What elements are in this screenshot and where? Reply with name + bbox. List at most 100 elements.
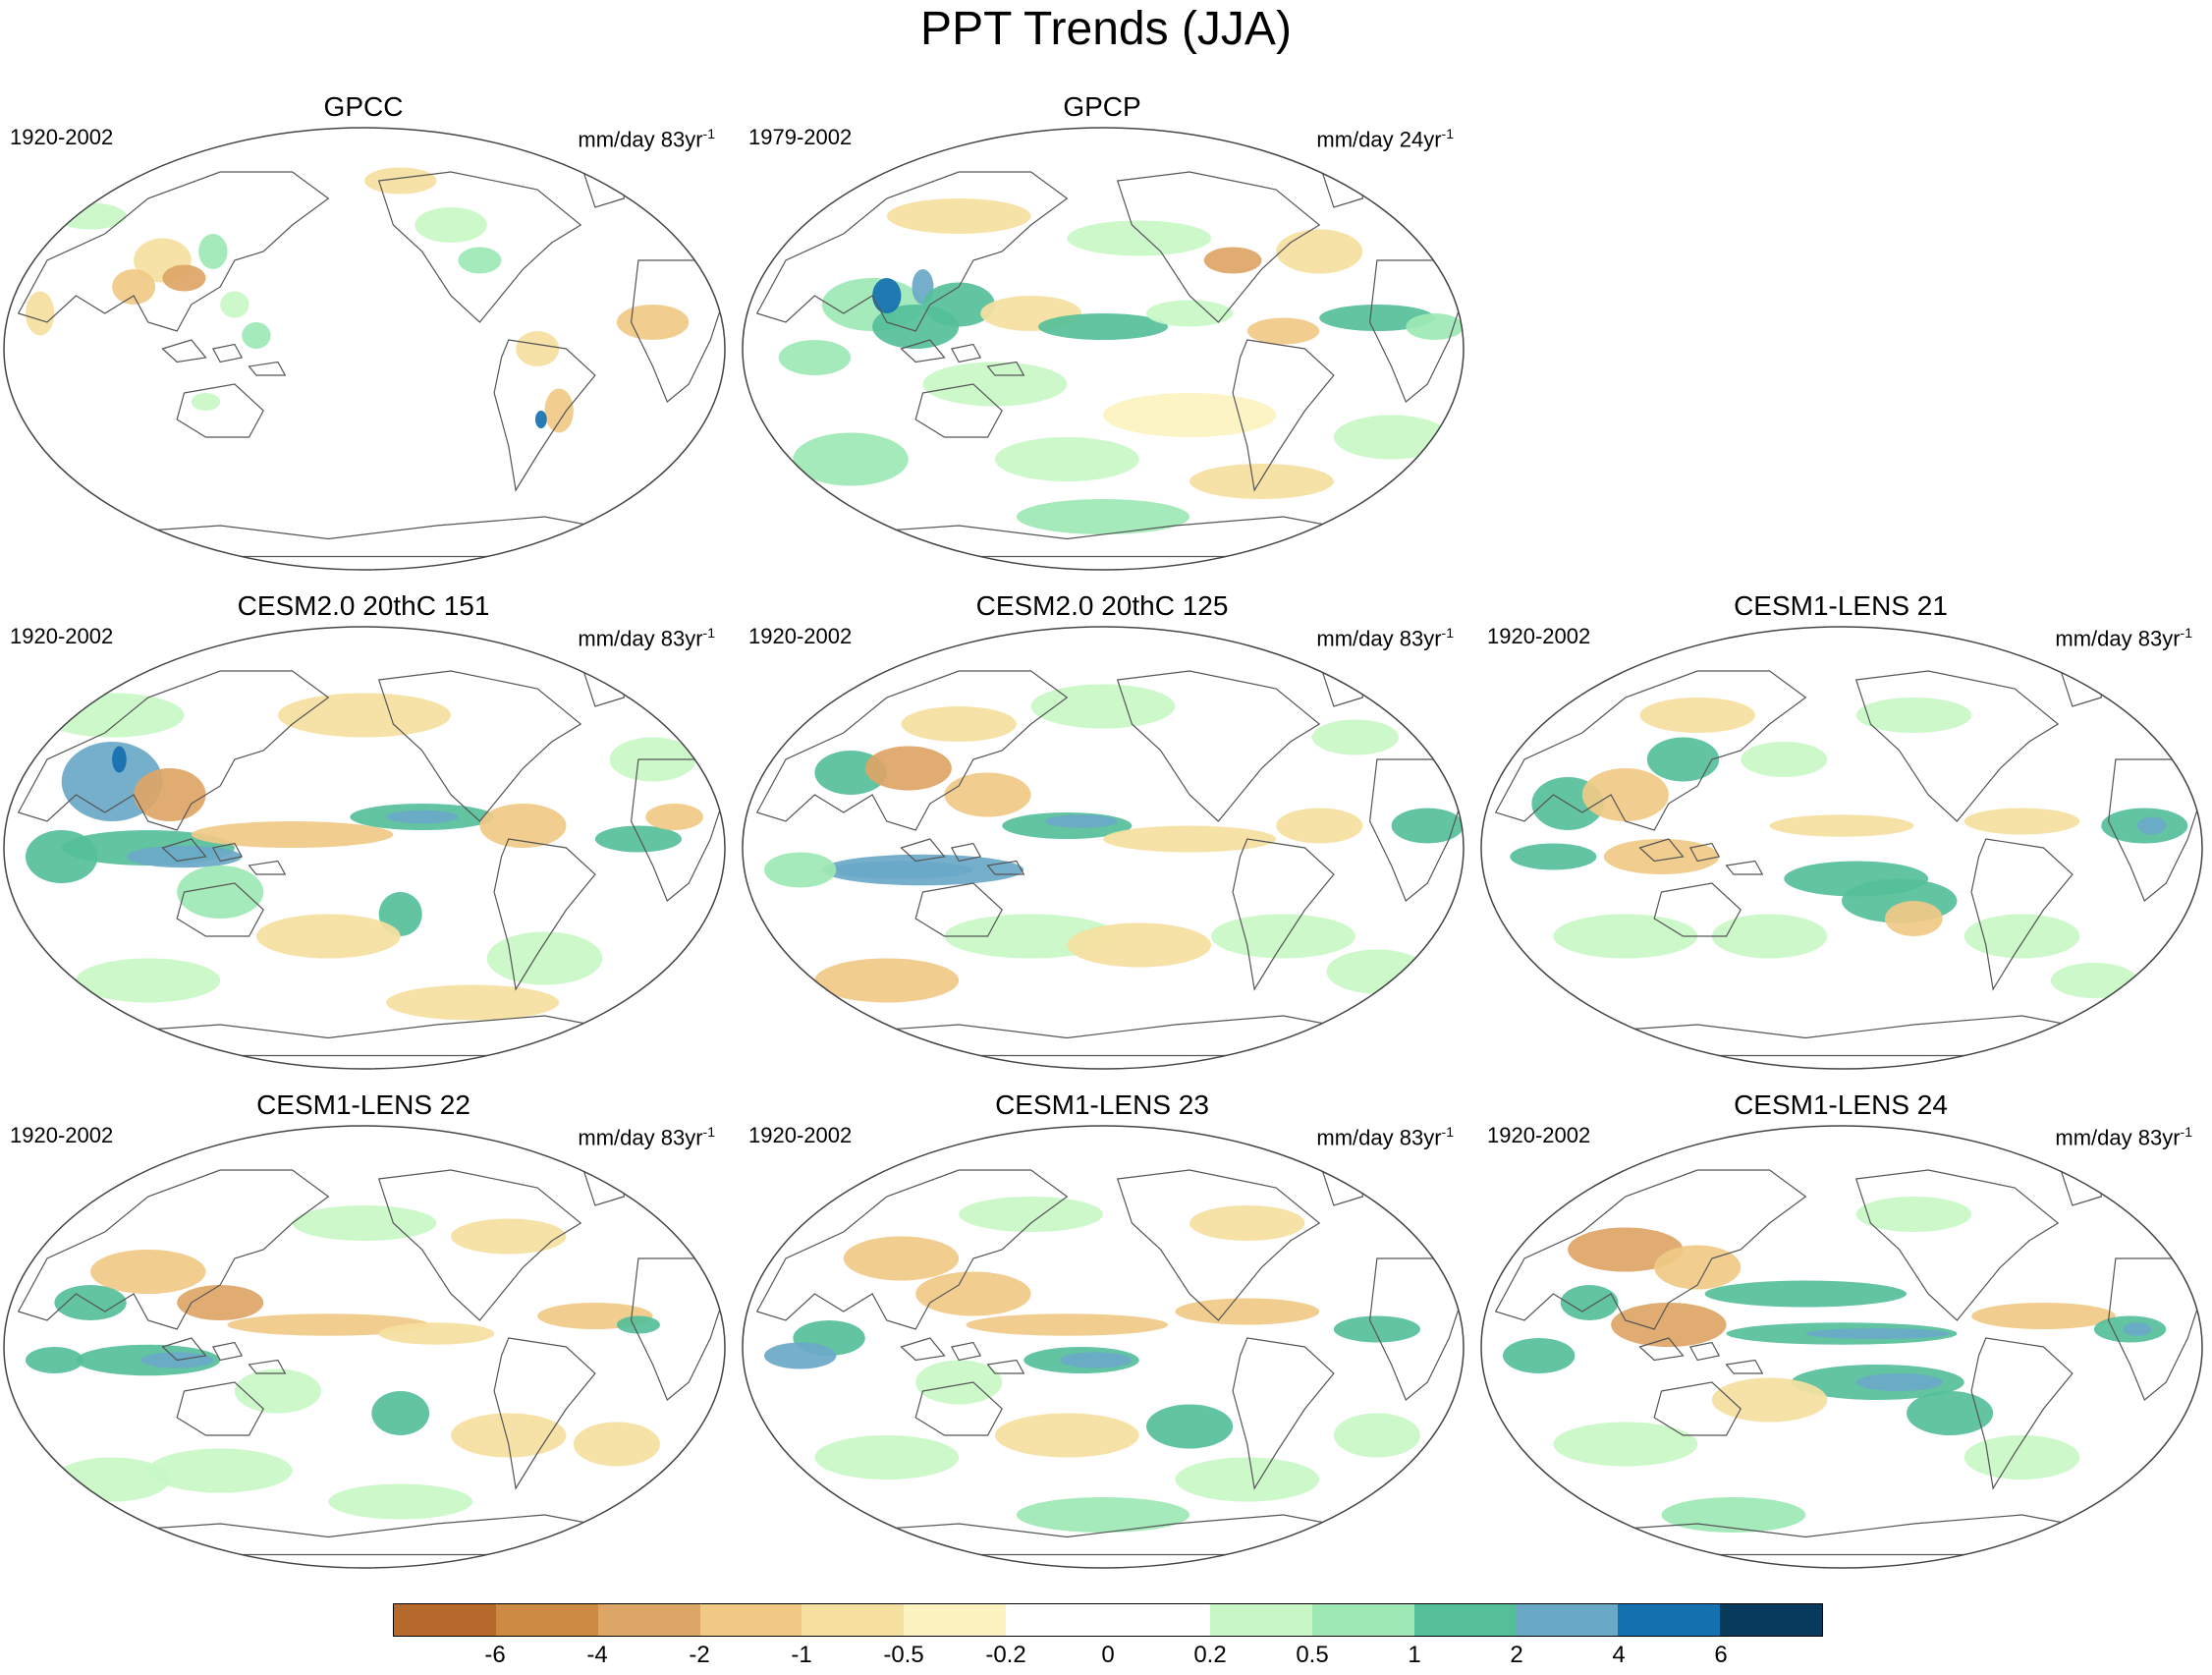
- coastline: [89, 516, 641, 558]
- coastline: [1854, 670, 2060, 822]
- coastline: [900, 838, 946, 863]
- trend-anomaly: [1276, 808, 1363, 844]
- colorbar-tick-label: -2: [689, 1642, 710, 1668]
- trend-anomaly: [112, 746, 127, 773]
- coastline: [211, 1341, 244, 1362]
- panel-units: mm/day 83yr-1: [1316, 1118, 1454, 1151]
- coastline: [161, 838, 207, 863]
- coastline: [17, 670, 330, 831]
- map-panel: CESM1-LENS 21 1920-2002 mm/day 83yr-1: [1477, 589, 2204, 1081]
- coastline: [1232, 838, 1335, 991]
- panel-title: CESM2.0 20thC 151: [237, 590, 490, 621]
- trend-anomaly: [292, 1205, 437, 1241]
- trend-anomaly: [1963, 1435, 2080, 1480]
- map-border: [742, 127, 1465, 571]
- trend-anomaly: [90, 1250, 206, 1294]
- trend-anomaly: [1189, 1205, 1305, 1241]
- coastline: [828, 1015, 1380, 1057]
- trend-anomaly: [1553, 1422, 1698, 1467]
- trend-anomaly: [1333, 1413, 1420, 1458]
- coastline: [176, 383, 264, 438]
- trend-field: [1494, 661, 2202, 1057]
- trend-anomaly: [328, 1483, 473, 1520]
- trend-anomaly: [1103, 825, 1277, 853]
- trend-anomaly: [1711, 914, 1828, 959]
- trend-anomaly: [944, 772, 1031, 817]
- colorbar-swatch: [802, 1604, 905, 1636]
- coastline: [986, 1359, 1025, 1374]
- trend-anomaly: [764, 852, 837, 888]
- trend-anomaly: [1203, 247, 1262, 274]
- trend-anomaly: [1067, 922, 1212, 968]
- trend-anomaly: [26, 830, 98, 883]
- coastline: [89, 1015, 641, 1057]
- panel-units: mm/day 83yr-1: [578, 120, 715, 153]
- coastline: [248, 860, 287, 875]
- trend-anomaly: [1603, 839, 1720, 874]
- trend-anomaly: [1805, 1328, 1951, 1339]
- trend-anomaly: [829, 861, 973, 879]
- trend-anomaly: [1326, 949, 1428, 994]
- map-border: [742, 626, 1465, 1070]
- trend-anomaly: [616, 1315, 660, 1334]
- trend-anomaly: [915, 1360, 1003, 1405]
- trend-anomaly: [112, 269, 156, 305]
- map-panel: CESM2.0 20thC 151 1920-2002 mm/day 83yr-1: [0, 589, 727, 1081]
- trend-anomaly: [1175, 1457, 1320, 1502]
- units-text: mm/day 83yr: [2055, 1125, 2181, 1150]
- coastline: [17, 171, 330, 332]
- map-border: [1480, 626, 2203, 1070]
- coastline: [1232, 1337, 1335, 1490]
- trend-anomaly: [1885, 901, 1943, 936]
- trend-anomaly: [2123, 1322, 2152, 1336]
- map-canvas: [3, 127, 726, 571]
- trend-anomaly: [1030, 684, 1176, 729]
- units-text: mm/day 83yr: [2055, 626, 2181, 651]
- coastline: [950, 343, 982, 363]
- trend-anomaly: [994, 437, 1139, 481]
- coastline: [493, 339, 596, 492]
- map-canvas: [1480, 626, 2203, 1070]
- trend-anomaly: [1211, 914, 1355, 959]
- map-canvas: [3, 1125, 726, 1569]
- colorbar-tick-label: 0.2: [1193, 1642, 1227, 1668]
- map-border: [3, 1125, 726, 1569]
- units-exponent: -1: [2180, 625, 2192, 641]
- coastline: [211, 343, 244, 363]
- coastline: [1688, 842, 1721, 863]
- panel-title: CESM1-LENS 24: [1734, 1089, 1948, 1120]
- map-panel: GPCC 1920-2002 mm/day 83yr-1: [0, 90, 727, 582]
- map-border: [3, 626, 726, 1070]
- trend-anomaly: [966, 1313, 1169, 1336]
- map-canvas: [3, 626, 726, 1070]
- coastline: [1653, 882, 1742, 937]
- trend-anomaly: [134, 768, 206, 821]
- trend-anomaly: [516, 331, 560, 366]
- trend-anomaly: [277, 693, 452, 738]
- trend-anomaly: [1963, 914, 2080, 959]
- trend-anomaly: [1311, 719, 1399, 755]
- trend-anomaly: [864, 746, 952, 791]
- colorbar-tick-label: -1: [791, 1642, 812, 1668]
- map-canvas: [742, 626, 1465, 1070]
- trend-anomaly: [1553, 914, 1698, 959]
- figure-title: PPT Trends (JJA): [920, 3, 1292, 55]
- panel-units: mm/day 83yr-1: [2055, 1118, 2192, 1151]
- colorbar-tick-label: -6: [484, 1642, 506, 1668]
- units-text: mm/day 83yr: [1316, 626, 1442, 651]
- trend-anomaly: [191, 393, 221, 411]
- panel-title: GPCP: [1063, 91, 1141, 122]
- colorbar-tick-label: 0.5: [1296, 1642, 1329, 1668]
- map-border: [1480, 1125, 2203, 1569]
- coastline: [828, 1514, 1380, 1556]
- trend-anomaly: [1769, 814, 1914, 837]
- panel-period: 1920-2002: [748, 1123, 853, 1147]
- trend-anomaly: [814, 1435, 960, 1480]
- trend-anomaly: [54, 1457, 170, 1502]
- map-background: [743, 128, 1464, 570]
- coastline: [17, 1169, 330, 1330]
- trend-anomaly: [1971, 1303, 2116, 1329]
- colorbar-swatch: [1209, 1604, 1312, 1636]
- trend-anomaly: [1276, 229, 1363, 274]
- coastline: [1854, 1169, 2060, 1321]
